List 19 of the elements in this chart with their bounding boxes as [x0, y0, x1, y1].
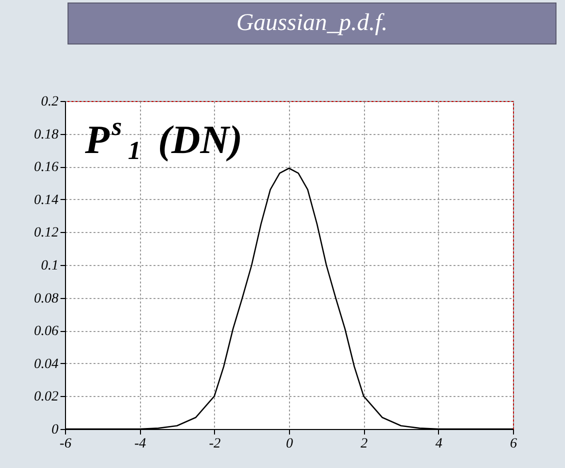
y-tick-label: 0.02	[34, 390, 58, 405]
y-tick-label: 0.08	[34, 291, 58, 306]
x-tick-label: -6	[60, 436, 72, 452]
x-tick-label: 0	[286, 436, 293, 452]
y-tick-label: 0.2	[41, 94, 58, 110]
y-tick-label: 0.12	[34, 226, 58, 241]
y-tick-label: 0.14	[34, 192, 58, 208]
x-tick-label: 2	[360, 436, 368, 452]
x-tick-label: 4	[435, 436, 442, 452]
y-tick-label: 0.16	[34, 160, 58, 176]
x-tick-label: -4	[134, 436, 146, 452]
chart-title: Gaussian_p.d.f.	[236, 10, 388, 36]
x-tick-label: -2	[208, 436, 221, 452]
x-tick-label: 6	[510, 436, 517, 452]
y-tick-label: 0.06	[34, 324, 58, 340]
y-tick-label: 0.18	[34, 127, 58, 142]
y-tick-label: 0.1	[41, 258, 58, 274]
y-tick-label: 0	[52, 422, 58, 438]
y-tick-label: 0.04	[34, 356, 58, 372]
